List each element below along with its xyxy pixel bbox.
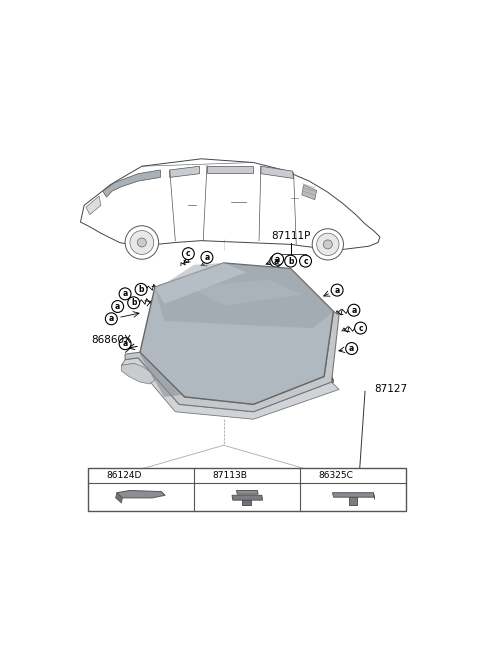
Polygon shape — [117, 491, 165, 498]
Circle shape — [135, 283, 147, 296]
Polygon shape — [333, 493, 374, 497]
Text: a: a — [335, 286, 340, 294]
Circle shape — [128, 297, 140, 309]
Circle shape — [348, 304, 360, 316]
Circle shape — [312, 229, 344, 260]
Polygon shape — [207, 166, 253, 173]
Text: c: c — [307, 471, 312, 480]
Polygon shape — [140, 352, 181, 397]
Circle shape — [106, 313, 117, 325]
Polygon shape — [242, 500, 252, 505]
Polygon shape — [237, 491, 258, 494]
Text: c: c — [186, 249, 191, 258]
Text: a: a — [288, 388, 293, 397]
Text: b: b — [201, 471, 206, 480]
Circle shape — [321, 375, 333, 387]
Circle shape — [272, 254, 284, 265]
Text: b: b — [324, 376, 330, 386]
Polygon shape — [232, 495, 263, 500]
Text: 86325C: 86325C — [318, 471, 353, 480]
Circle shape — [186, 373, 198, 386]
Polygon shape — [125, 311, 339, 412]
Polygon shape — [155, 263, 246, 304]
Circle shape — [119, 288, 131, 300]
Circle shape — [151, 366, 163, 378]
Text: c: c — [303, 257, 308, 265]
Polygon shape — [121, 358, 339, 419]
Text: b: b — [138, 285, 144, 294]
Circle shape — [198, 470, 208, 481]
Polygon shape — [373, 493, 374, 499]
Text: 86860X: 86860X — [92, 335, 132, 345]
Text: a: a — [351, 306, 357, 315]
Text: a: a — [204, 253, 210, 262]
Text: a: a — [190, 375, 195, 384]
Circle shape — [92, 470, 102, 481]
Circle shape — [355, 322, 367, 334]
Circle shape — [346, 342, 358, 355]
Circle shape — [285, 255, 297, 267]
Polygon shape — [103, 170, 160, 197]
Circle shape — [317, 233, 339, 256]
Circle shape — [264, 392, 276, 404]
Circle shape — [112, 300, 124, 313]
Circle shape — [182, 248, 194, 260]
Text: a: a — [306, 379, 311, 388]
Polygon shape — [81, 159, 380, 250]
Circle shape — [331, 284, 343, 296]
Polygon shape — [121, 363, 155, 384]
Circle shape — [137, 238, 146, 247]
Circle shape — [285, 386, 297, 398]
Circle shape — [270, 255, 282, 267]
Text: a: a — [95, 471, 100, 480]
Polygon shape — [170, 166, 200, 177]
Text: a: a — [273, 257, 278, 265]
Polygon shape — [349, 497, 357, 505]
Bar — [88, 468, 406, 511]
Text: a: a — [275, 255, 280, 263]
Text: a: a — [349, 344, 354, 353]
Polygon shape — [116, 493, 122, 503]
Circle shape — [300, 255, 312, 267]
Text: b: b — [131, 298, 136, 307]
Text: 86124D: 86124D — [106, 471, 142, 480]
Circle shape — [324, 240, 332, 249]
Circle shape — [304, 470, 314, 481]
Text: a: a — [122, 289, 128, 298]
Text: a: a — [108, 314, 114, 323]
Polygon shape — [155, 263, 224, 289]
Text: 87127: 87127 — [374, 384, 408, 394]
Circle shape — [302, 378, 314, 390]
Circle shape — [119, 338, 131, 350]
Text: a: a — [122, 339, 128, 348]
Polygon shape — [302, 185, 317, 200]
Polygon shape — [261, 166, 294, 179]
Text: 87111P: 87111P — [271, 231, 311, 240]
Circle shape — [201, 252, 213, 263]
Polygon shape — [86, 196, 101, 215]
Text: b: b — [288, 257, 293, 265]
Text: a: a — [115, 302, 120, 311]
Text: a: a — [154, 367, 159, 376]
Text: c: c — [358, 323, 363, 332]
Polygon shape — [155, 263, 334, 328]
Polygon shape — [190, 280, 302, 306]
Polygon shape — [140, 263, 334, 404]
Text: a: a — [267, 394, 273, 403]
Circle shape — [125, 226, 158, 260]
Circle shape — [130, 231, 154, 254]
Text: 87113B: 87113B — [212, 471, 247, 480]
